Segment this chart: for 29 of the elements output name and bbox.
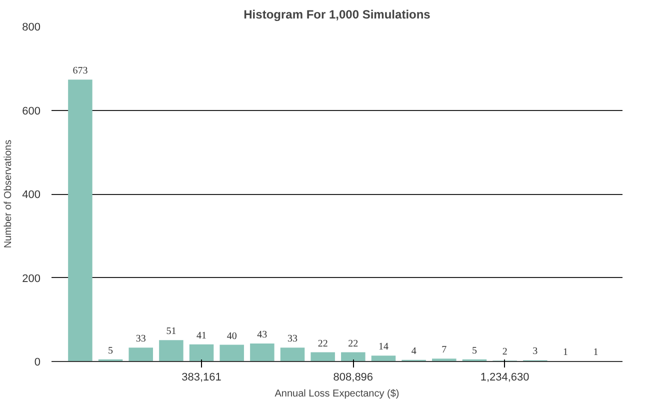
y-tick-label: 600 (22, 105, 41, 118)
data-label: 14 (378, 342, 388, 353)
data-label: 43 (257, 329, 268, 340)
data-label: 33 (288, 334, 298, 345)
data-label: 7 (442, 344, 447, 356)
data-label: 2 (502, 346, 508, 358)
data-label: 5 (108, 345, 114, 356)
data-label: 22 (348, 338, 358, 350)
x-tick-label: 383,161 (182, 372, 222, 384)
data-label: 5 (472, 345, 477, 356)
y-tick-label: 400 (22, 189, 41, 201)
y-tick-label: 800 (22, 22, 41, 34)
data-label: 41 (196, 330, 207, 342)
chart-title: Histogram For 1,000 Simulations (244, 8, 431, 22)
data-label: 51 (166, 326, 176, 338)
data-label: 22 (318, 338, 328, 350)
x-tick-label: 1,234,630 (480, 372, 530, 384)
data-label: 1 (593, 347, 598, 358)
y-axis-title: Number of Observations (3, 140, 14, 248)
x-tick-label: 808,896 (333, 372, 374, 384)
data-label: 4 (411, 346, 416, 357)
data-label: 33 (136, 334, 146, 345)
y-tick-label: 0 (34, 356, 41, 368)
data-label: 1 (562, 347, 568, 358)
y-tick-label: 200 (22, 272, 41, 285)
data-label: 3 (532, 346, 538, 358)
data-label: 673 (72, 66, 88, 77)
x-axis-title: Annual Loss Expectancy ($) (274, 388, 400, 400)
data-label: 40 (226, 330, 237, 342)
